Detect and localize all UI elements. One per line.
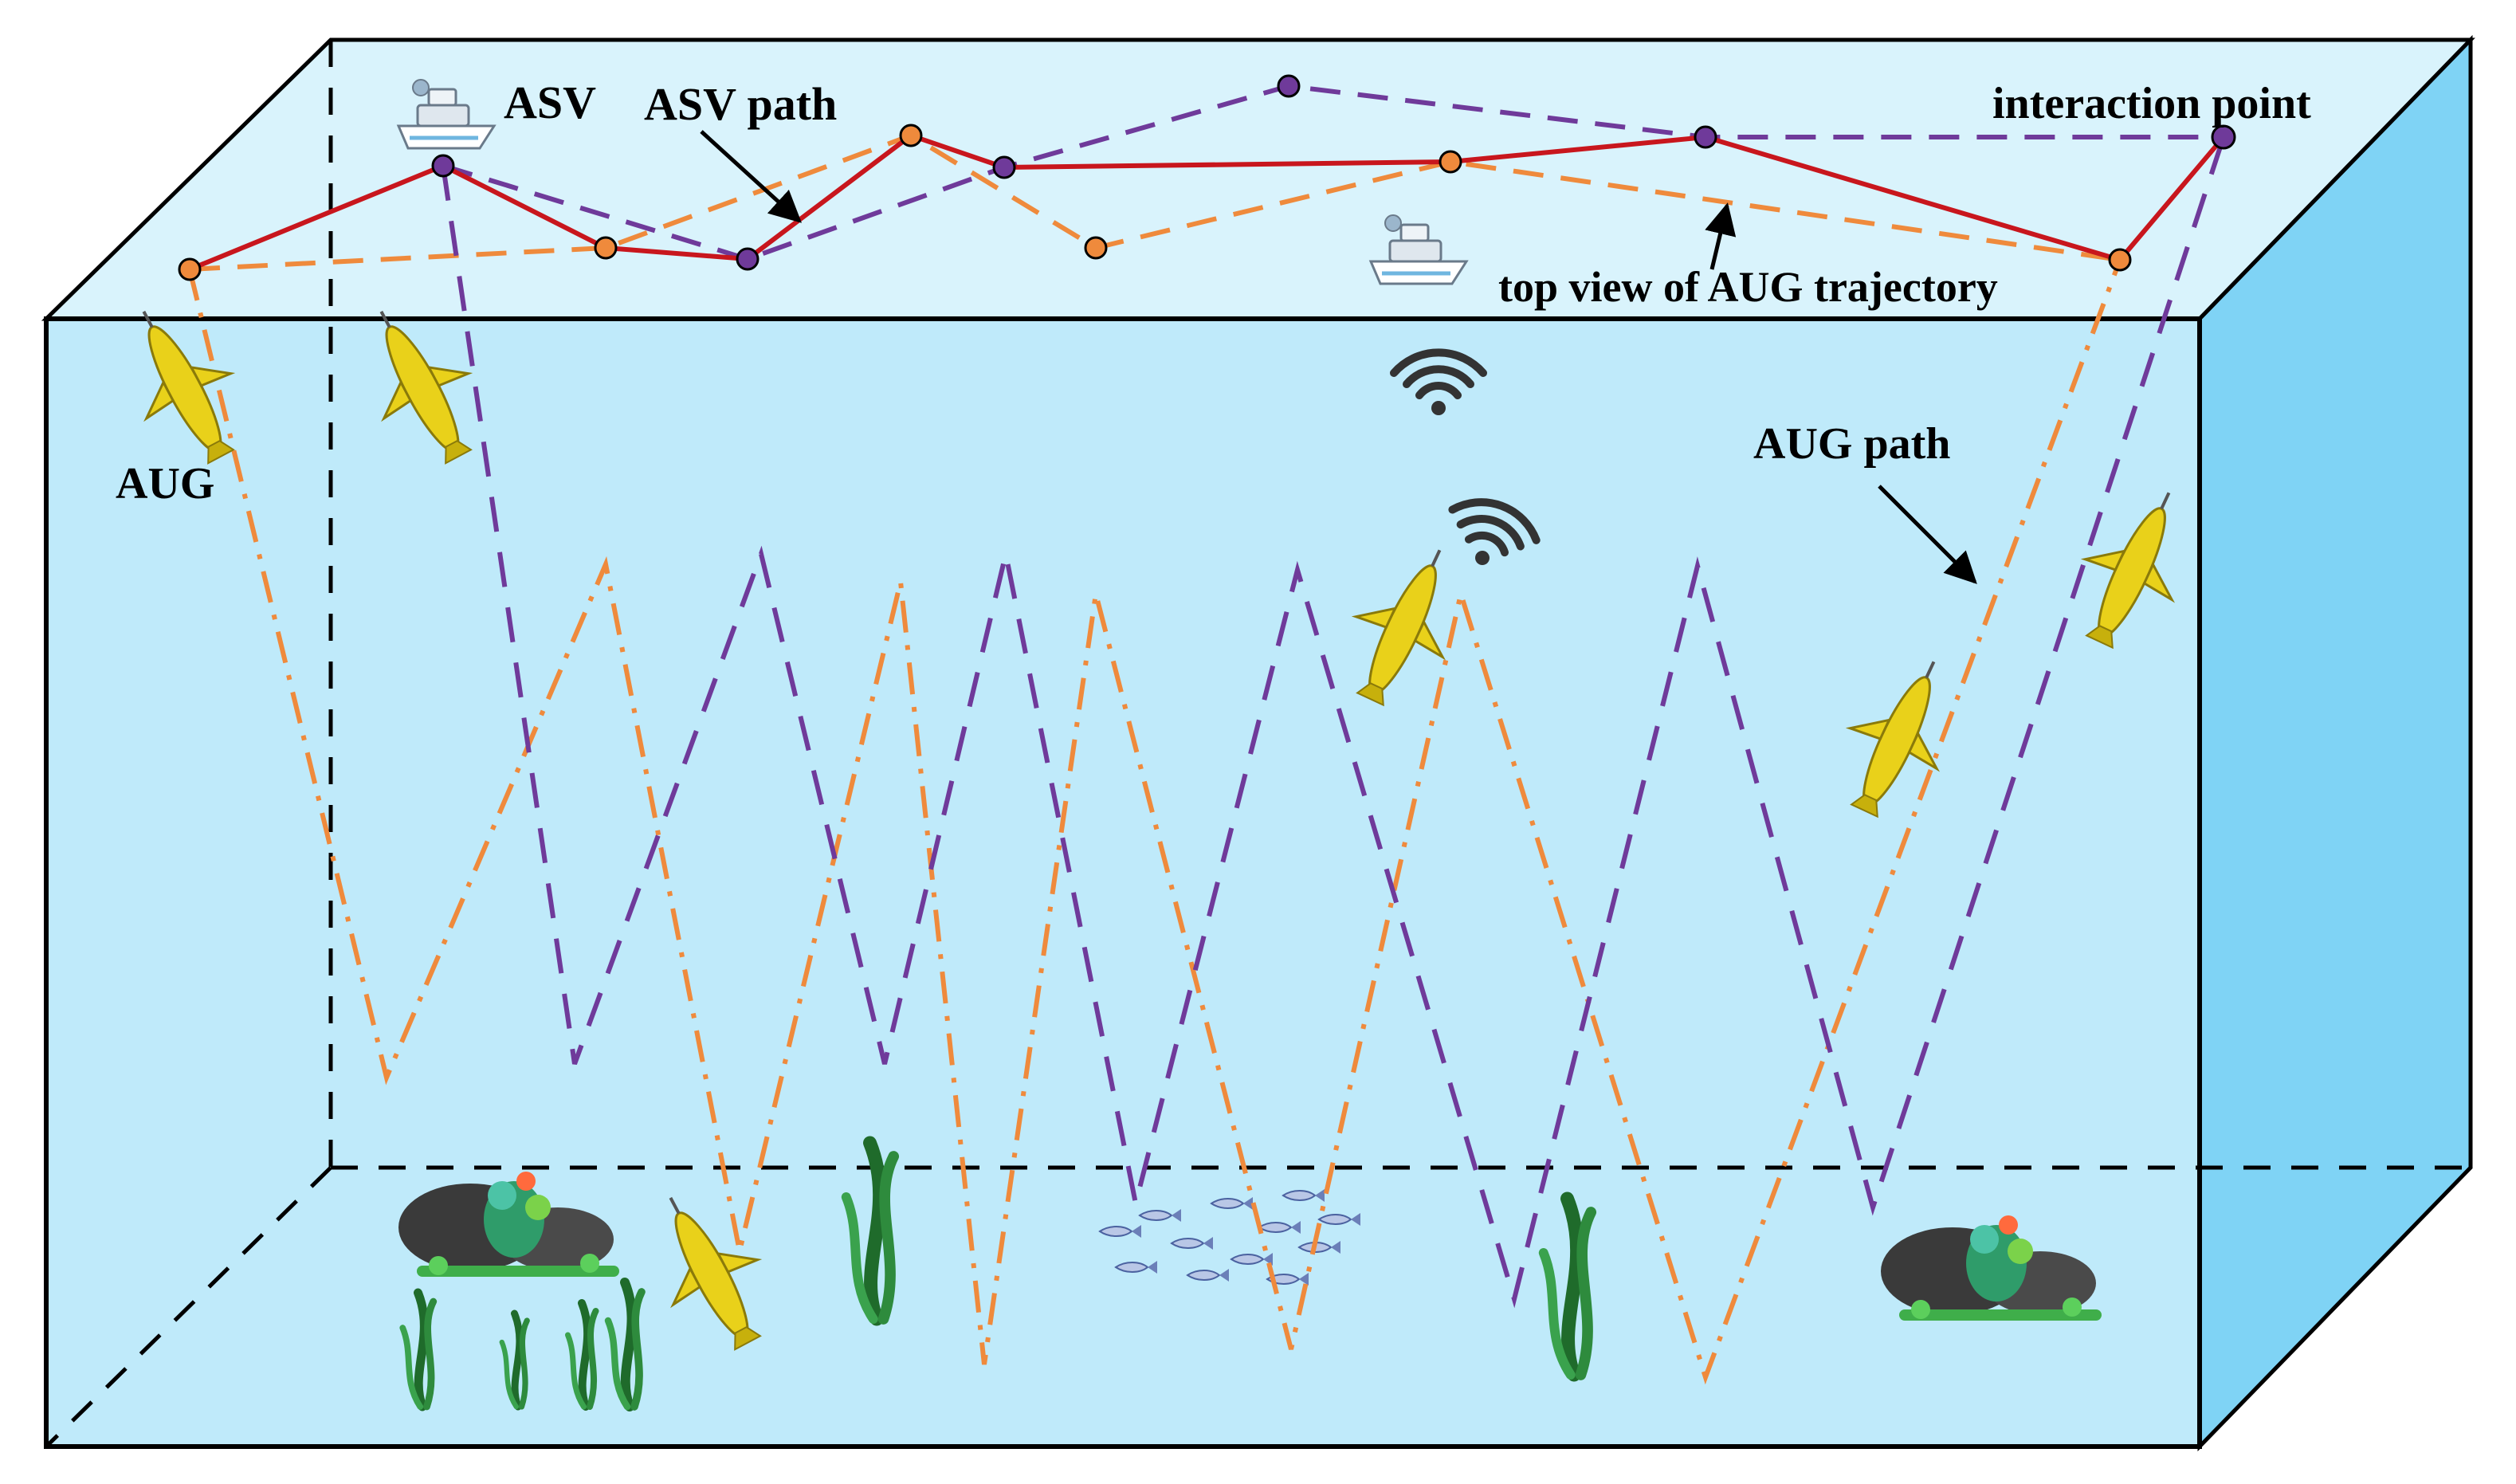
node-purple [431,154,455,178]
path-nodes [178,74,2236,281]
asv-path-line [188,132,2226,272]
asv-path-label: ASV path [644,78,837,130]
back-diagonal-edge [45,1166,332,1448]
node-purple [1694,125,1717,149]
node-purple [736,247,760,271]
node-orange [2108,248,2132,272]
top-view-label: top view of AUG trajectory [1498,263,1998,311]
aug-path-purple [441,136,2226,1309]
node-orange [594,236,618,260]
asv-path-arrow [700,130,802,223]
node-orange [1084,236,1108,260]
node-orange [1439,150,1462,174]
interaction-point-label: interaction point [1992,79,2311,128]
aug-path-label: AUG path [1753,419,1950,469]
aug-path-arrow [1878,485,1977,584]
node-orange [178,257,202,281]
node-orange [899,124,923,147]
node-purple [992,155,1016,179]
top-view-aug-trajectory-orange [189,132,2121,272]
asv-label: ASV [504,77,596,128]
aug-label: AUG [116,459,214,508]
node-purple [1277,74,1301,98]
interaction-point-node [2211,124,2236,150]
water-box [41,34,2475,1452]
aug-path-orange [187,258,2122,1385]
top-view-arrow [1705,202,1737,270]
box-front-face [44,316,2202,1449]
top-view-aug-trajectory-purple [442,83,2224,262]
